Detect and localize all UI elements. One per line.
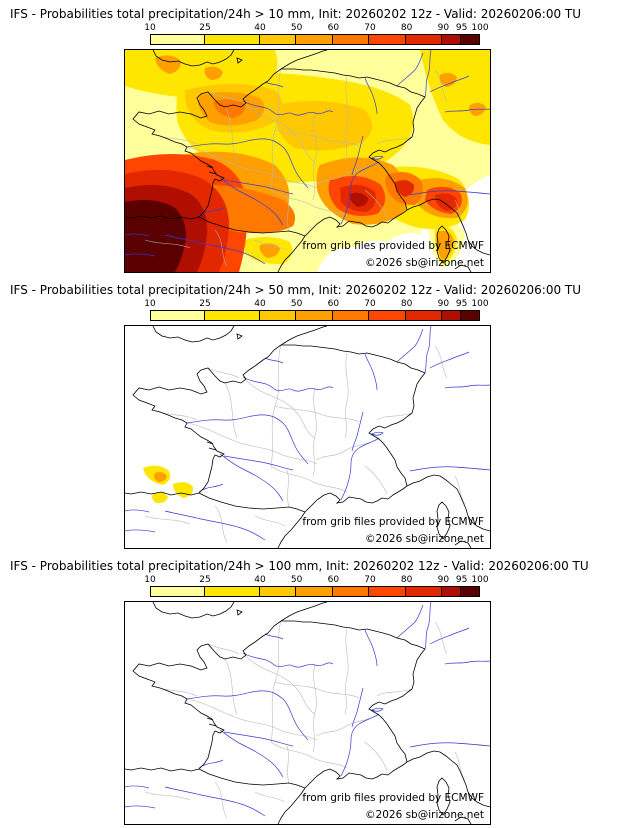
colorbar-tick: 40 bbox=[254, 299, 266, 309]
colorbar-segment bbox=[441, 311, 461, 320]
colorbar-tick: 10 bbox=[144, 299, 156, 309]
colorbar-segment bbox=[404, 587, 442, 596]
colorbar-segment bbox=[258, 35, 296, 44]
department-boundaries bbox=[144, 68, 466, 267]
colorbar-segment bbox=[258, 311, 296, 320]
colorbar-segment bbox=[460, 587, 480, 596]
colorbar-tick: 70 bbox=[364, 575, 376, 585]
rivers bbox=[125, 602, 490, 817]
colorbar-tick: 25 bbox=[199, 299, 211, 309]
colorbar-segment bbox=[441, 35, 461, 44]
map-credit-source: from grib files provided by ECMWF bbox=[302, 516, 484, 528]
colorbar-tick: 90 bbox=[437, 299, 450, 309]
colorbar-bar bbox=[150, 586, 480, 597]
rivers bbox=[125, 50, 490, 265]
precip-map-100mm bbox=[125, 602, 490, 824]
panel-precip-10mm: IFS - Probabilities total precipitation/… bbox=[0, 0, 630, 276]
colorbar-tick: 100 bbox=[471, 575, 489, 585]
colorbar-segment bbox=[151, 587, 205, 596]
colorbar-segment bbox=[295, 311, 332, 320]
colorbar-segment bbox=[441, 587, 461, 596]
colorbar-tick: 40 bbox=[254, 575, 266, 585]
colorbar-tick: 50 bbox=[290, 575, 303, 585]
colorbar-tick: 25 bbox=[199, 23, 211, 33]
department-boundaries bbox=[144, 620, 466, 819]
precip-map-10mm bbox=[125, 50, 490, 272]
colorbar-tick: 50 bbox=[290, 23, 303, 33]
colorbar-tick: 10 bbox=[144, 575, 156, 585]
rivers bbox=[125, 326, 490, 541]
colorbar-segment bbox=[331, 35, 369, 44]
colorbar-tick: 80 bbox=[400, 575, 413, 585]
colorbar-segment bbox=[368, 311, 405, 320]
colorbar-segment bbox=[460, 311, 480, 320]
coastlines-borders bbox=[125, 602, 490, 824]
colorbar-segment bbox=[331, 587, 369, 596]
colorbar: 10 25 40 50 60 70 80 90 95 100 bbox=[144, 23, 489, 46]
colorbar-segment bbox=[368, 587, 405, 596]
colorbar-segment bbox=[295, 587, 332, 596]
precip-map-50mm bbox=[125, 326, 490, 548]
colorbar-tick: 95 bbox=[455, 575, 468, 585]
colorbar-tick: 80 bbox=[400, 299, 413, 309]
colorbar-tick: 40 bbox=[254, 23, 266, 33]
colorbar: 10 25 40 50 60 70 80 90 95 100 bbox=[144, 299, 489, 322]
colorbar-segment bbox=[151, 311, 205, 320]
colorbar-tick: 70 bbox=[364, 23, 376, 33]
colorbar-tick: 100 bbox=[471, 299, 489, 309]
colorbar: 10 25 40 50 60 70 80 90 95 100 bbox=[144, 575, 489, 598]
colorbar-tick: 60 bbox=[327, 299, 340, 309]
colorbar-tick: 10 bbox=[144, 23, 156, 33]
panel-title: IFS - Probabilities total precipitation/… bbox=[10, 283, 582, 297]
map-credit-source: from grib files provided by ECMWF bbox=[302, 792, 484, 804]
colorbar-tick: 70 bbox=[364, 299, 376, 309]
colorbar-tick: 60 bbox=[327, 575, 340, 585]
colorbar-tick: 50 bbox=[290, 299, 303, 309]
colorbar-segment bbox=[404, 35, 442, 44]
colorbar-segment bbox=[151, 35, 205, 44]
colorbar-tick: 25 bbox=[199, 575, 211, 585]
colorbar-tick-labels: 10 25 40 50 60 70 80 90 95 100 bbox=[144, 299, 488, 310]
colorbar-segment bbox=[331, 311, 369, 320]
colorbar-bar bbox=[150, 34, 480, 45]
colorbar-segment bbox=[295, 35, 332, 44]
panel-precip-50mm: IFS - Probabilities total precipitation/… bbox=[0, 276, 630, 552]
colorbar-tick: 95 bbox=[455, 23, 468, 33]
colorbar-segment bbox=[460, 35, 480, 44]
colorbar-segment bbox=[258, 587, 296, 596]
colorbar-segment bbox=[204, 587, 259, 596]
map-credit-source: from grib files provided by ECMWF bbox=[302, 240, 484, 252]
colorbar-tick-labels: 10 25 40 50 60 70 80 90 95 100 bbox=[144, 575, 488, 586]
colorbar-tick: 80 bbox=[400, 23, 413, 33]
map-frame: from grib files provided by ECMWF ©2026 … bbox=[124, 601, 491, 825]
panel-precip-100mm: IFS - Probabilities total precipitation/… bbox=[0, 552, 630, 828]
colorbar-tick: 90 bbox=[437, 575, 450, 585]
precip-overlay bbox=[125, 50, 490, 272]
coastlines-borders bbox=[125, 326, 490, 548]
colorbar-tick: 100 bbox=[471, 23, 489, 33]
colorbar-segment bbox=[204, 35, 259, 44]
panel-title: IFS - Probabilities total precipitation/… bbox=[10, 559, 589, 573]
map-credit-copyright: ©2026 sb@irizone.net bbox=[365, 533, 484, 545]
map-credit-copyright: ©2026 sb@irizone.net bbox=[365, 809, 484, 821]
map-frame: from grib files provided by ECMWF ©2026 … bbox=[124, 325, 491, 549]
colorbar-tick-labels: 10 25 40 50 60 70 80 90 95 100 bbox=[144, 23, 488, 34]
colorbar-segment bbox=[404, 311, 442, 320]
colorbar-tick: 60 bbox=[327, 23, 340, 33]
precip-overlay bbox=[143, 465, 194, 504]
colorbar-bar bbox=[150, 310, 480, 321]
map-credit-copyright: ©2026 sb@irizone.net bbox=[365, 257, 484, 269]
map-frame: from grib files provided by ECMWF ©2026 … bbox=[124, 49, 491, 273]
coastlines-borders bbox=[125, 50, 490, 272]
colorbar-tick: 95 bbox=[455, 299, 468, 309]
colorbar-segment bbox=[204, 311, 259, 320]
colorbar-tick: 90 bbox=[437, 23, 450, 33]
panel-title: IFS - Probabilities total precipitation/… bbox=[10, 7, 582, 21]
colorbar-segment bbox=[368, 35, 405, 44]
